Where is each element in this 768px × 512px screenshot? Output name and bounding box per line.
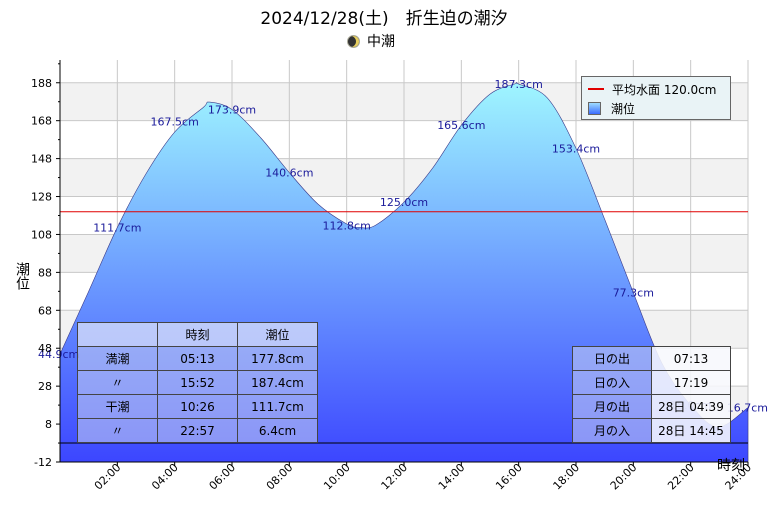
tide-time: 22:57 xyxy=(157,418,238,443)
tide-kind: 満潮 xyxy=(77,346,158,371)
legend-swatch-line xyxy=(588,88,604,90)
x-axis-label: 時刻 xyxy=(717,458,745,474)
y-tick-label: 188 xyxy=(31,77,52,90)
tide-kind: 〃 xyxy=(77,418,158,443)
sun-moon-value: 28日 14:45 xyxy=(651,418,731,443)
tide-table-header: 時刻 潮位 xyxy=(77,322,318,347)
y-tick-label: 108 xyxy=(31,228,52,241)
tide-time: 05:13 xyxy=(157,346,238,371)
data-label: 112.8cm xyxy=(323,219,371,232)
legend-label-tide: 潮位 xyxy=(611,101,636,116)
tide-table: 時刻 潮位 満潮 05:13 177.8cm 〃 15:52 187.4cm 干… xyxy=(77,322,318,443)
tide-kind: 〃 xyxy=(77,370,158,395)
data-label: 125.0cm xyxy=(380,196,428,209)
data-label: 167.5cm xyxy=(151,116,199,129)
data-label: 44.9cm xyxy=(38,348,79,361)
moon-icon xyxy=(347,34,360,48)
table-row: 〃 22:57 6.4cm xyxy=(77,418,318,443)
legend-item-mean: 平均水面 120.0cm xyxy=(588,81,716,97)
y-tick-label: 48 xyxy=(38,342,52,355)
x-tick-label: 18:00 xyxy=(551,461,583,493)
sun-moon-value: 07:13 xyxy=(651,346,731,371)
legend-label-mean: 平均水面 120.0cm xyxy=(612,82,717,97)
tide-table-header-cell: 潮位 xyxy=(237,322,318,347)
y-tick-label: 88 xyxy=(38,266,52,279)
data-label: 140.6cm xyxy=(265,167,313,180)
x-tick-label: 02:00 xyxy=(92,461,124,493)
sun-moon-label: 月の入 xyxy=(572,418,652,443)
data-label: 165.6cm xyxy=(437,119,485,132)
tide-level: 177.8cm xyxy=(237,346,318,371)
y-tick-label: 8 xyxy=(45,418,52,431)
sun-moon-value: 17:19 xyxy=(651,370,731,395)
tide-level: 6.4cm xyxy=(237,418,318,443)
x-tick-label: 10:00 xyxy=(321,461,353,493)
x-tick-label: 08:00 xyxy=(264,461,296,493)
x-tick-label: 16:00 xyxy=(493,461,525,493)
table-row: 月の出 28日 04:39 xyxy=(572,394,731,419)
y-tick-label: 148 xyxy=(31,153,52,166)
page-title: 2024/12/28(土) 折生迫の潮汐 xyxy=(260,9,508,29)
y-tick-label: 128 xyxy=(31,191,52,204)
table-row: 日の入 17:19 xyxy=(572,370,731,395)
y-tick-label: 68 xyxy=(38,304,52,317)
moon-phase: 中潮 xyxy=(347,31,395,51)
tide-time: 15:52 xyxy=(157,370,238,395)
tide-table-header-cell xyxy=(77,322,158,347)
data-label: 111.7cm xyxy=(93,221,141,234)
legend: 平均水面 120.0cm 潮位 xyxy=(581,76,731,120)
x-tick-label: 04:00 xyxy=(149,461,181,493)
legend-swatch-area xyxy=(588,101,601,115)
tide-time: 10:26 xyxy=(157,394,238,419)
tide-table-header-cell: 時刻 xyxy=(157,322,238,347)
data-label: 77.3cm xyxy=(613,287,654,300)
legend-item-tide: 潮位 xyxy=(588,100,635,116)
table-row: 〃 15:52 187.4cm xyxy=(77,370,318,395)
x-tick-label: 06:00 xyxy=(207,461,239,493)
tide-kind: 干潮 xyxy=(77,394,158,419)
x-tick-label: 22:00 xyxy=(665,461,697,493)
y-tick-label: 28 xyxy=(38,380,52,393)
y-tick-label: 168 xyxy=(31,115,52,128)
table-row: 干潮 10:26 111.7cm xyxy=(77,394,318,419)
moon-phase-label: 中潮 xyxy=(367,34,395,50)
sun-moon-label: 月の出 xyxy=(572,394,652,419)
y-axis-label: 潮位 xyxy=(14,262,30,290)
data-label: 16.7cm xyxy=(727,402,768,415)
sun-moon-table: 日の出 07:13 日の入 17:19 月の出 28日 04:39 月の入 28… xyxy=(572,346,731,443)
sun-moon-label: 日の入 xyxy=(572,370,652,395)
data-label: 187.3cm xyxy=(495,78,543,91)
y-tick-label: -12 xyxy=(34,456,52,469)
table-row: 満潮 05:13 177.8cm xyxy=(77,346,318,371)
sun-moon-value: 28日 04:39 xyxy=(651,394,731,419)
table-row: 月の入 28日 14:45 xyxy=(572,418,731,443)
data-label: 153.4cm xyxy=(552,142,600,155)
data-label: 173.9cm xyxy=(208,103,256,116)
tide-level: 111.7cm xyxy=(237,394,318,419)
x-tick-label: 12:00 xyxy=(379,461,411,493)
sun-moon-label: 日の出 xyxy=(572,346,652,371)
x-tick-label: 14:00 xyxy=(436,461,468,493)
x-tick-label: 20:00 xyxy=(608,461,640,493)
table-row: 日の出 07:13 xyxy=(572,346,731,371)
tide-level: 187.4cm xyxy=(237,370,318,395)
